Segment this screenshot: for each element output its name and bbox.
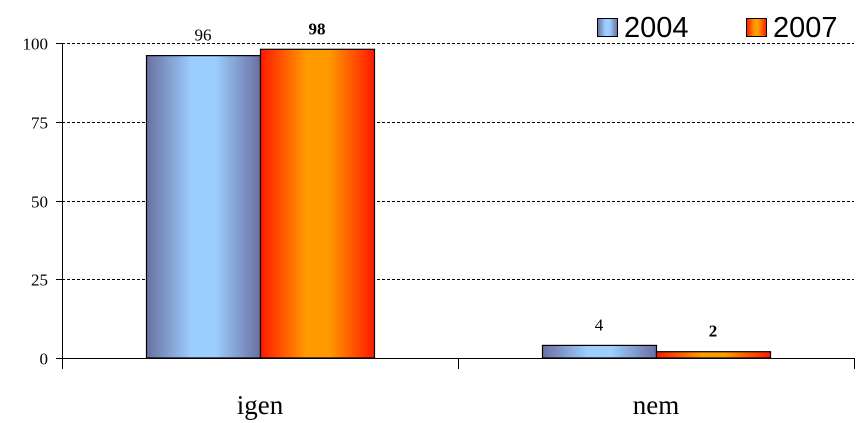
legend-swatch-2004 xyxy=(597,18,618,37)
legend-label-2007: 2007 xyxy=(773,12,838,44)
data-label-nem-2004: 4 xyxy=(595,315,604,334)
x-category-labels: igen nem xyxy=(237,390,680,420)
legend-label-2004: 2004 xyxy=(624,12,689,44)
bar-igen-2007 xyxy=(259,48,376,359)
y-tick-labels: 0 25 50 75 100 xyxy=(23,35,49,369)
data-label-nem-2007: 2 xyxy=(709,322,718,341)
data-labels: 96 98 4 2 xyxy=(195,19,718,340)
legend-swatch-2007 xyxy=(746,18,767,37)
y-tick-label: 0 xyxy=(40,350,49,369)
bar-nem-2007 xyxy=(655,351,772,359)
category-label-igen: igen xyxy=(237,390,284,420)
data-label-igen-2007: 98 xyxy=(309,19,326,38)
bars xyxy=(145,48,772,359)
legend: 2004 2007 xyxy=(597,12,838,44)
y-tick-label: 50 xyxy=(31,193,48,212)
bar-nem-2004 xyxy=(541,344,658,359)
category-label-nem: nem xyxy=(633,390,680,420)
y-tick-label: 100 xyxy=(23,35,49,54)
bar-igen-2004 xyxy=(145,54,262,359)
y-tick-label: 25 xyxy=(31,271,48,290)
data-label-igen-2004: 96 xyxy=(195,26,212,45)
y-tick-label: 75 xyxy=(31,114,48,133)
